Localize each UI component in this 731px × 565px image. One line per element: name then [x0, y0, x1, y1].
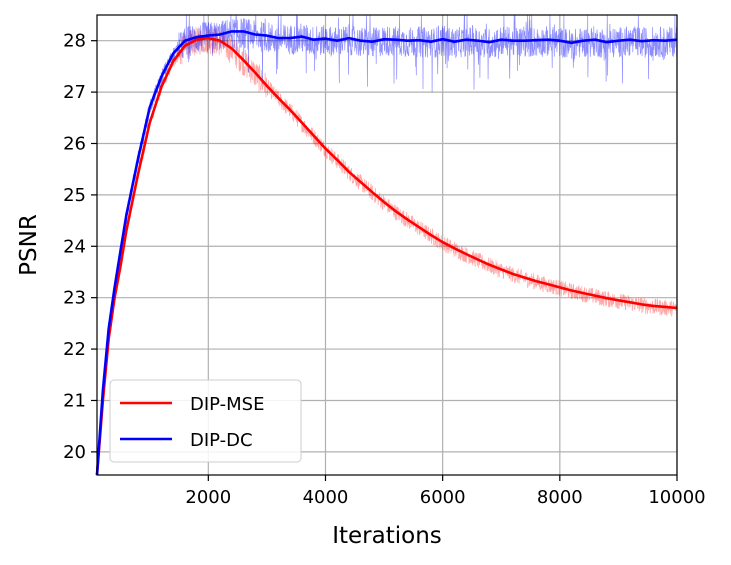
y-axis-ticks: 20 21 22 23 24 25 26 27 28 [63, 31, 97, 463]
y-tick-label: 20 [63, 442, 86, 463]
x-tick-label: 4000 [303, 487, 349, 508]
legend-label-dip-mse: DIP-MSE [190, 394, 264, 415]
y-axis-label: PSNR [16, 214, 42, 276]
y-tick-label: 24 [63, 236, 86, 257]
series-line-dip-dc [95, 30, 678, 476]
y-tick-label: 21 [63, 390, 86, 411]
y-tick-label: 25 [63, 185, 86, 206]
y-tick-label: 27 [63, 82, 86, 103]
x-tick-label: 8000 [537, 487, 583, 508]
x-tick-label: 2000 [185, 487, 231, 508]
series-line-dip-mse [95, 36, 678, 476]
x-axis-label: Iterations [332, 523, 442, 549]
legend: DIP-MSE DIP-DC [109, 379, 302, 463]
plot-frame [96, 14, 678, 476]
y-tick-label: 22 [63, 339, 86, 360]
x-tick-label: 10000 [648, 487, 705, 508]
y-tick-label: 23 [63, 288, 86, 309]
legend-label-dip-dc: DIP-DC [190, 430, 253, 451]
legend-box [109, 379, 302, 463]
x-axis-ticks: 2000 4000 6000 8000 10000 [185, 475, 706, 508]
y-tick-label: 26 [63, 133, 86, 154]
y-tick-label: 28 [63, 31, 86, 52]
series-lines [95, 30, 678, 476]
x-tick-label: 6000 [420, 487, 466, 508]
